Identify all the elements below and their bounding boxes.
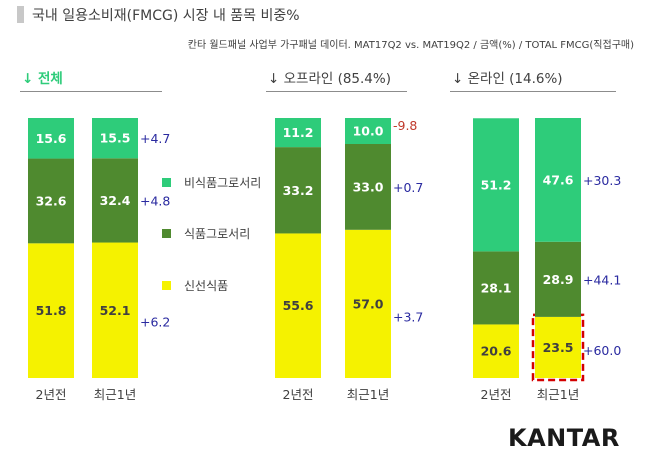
- chart-subtitle: 칸타 월드패널 사업부 가구패널 데이터. MAT17Q2 vs. MAT19Q…: [187, 40, 634, 51]
- bar-segment-fresh: [473, 324, 519, 378]
- bar-value-label: 32.6: [36, 193, 67, 208]
- bar-value-label: 11.2: [283, 125, 314, 140]
- bar-value-label: 28.1: [481, 280, 512, 295]
- bar-segment-non_food: [275, 118, 321, 148]
- change-label-non_food: +4.7: [140, 131, 170, 146]
- change-label-food: +4.8: [140, 193, 170, 208]
- bar-segment-fresh: [345, 229, 391, 378]
- group-divider-total: [20, 91, 162, 92]
- x-axis-tick-label: 최근1년: [537, 387, 579, 402]
- change-label-non_food: -9.8: [393, 118, 417, 133]
- bar-value-label: 52.1: [100, 303, 131, 318]
- group-divider-online: [450, 91, 616, 92]
- bar-segment-fresh: [92, 242, 138, 378]
- bar-value-label: 51.8: [36, 303, 67, 318]
- x-axis-tick-label: 최근1년: [94, 387, 136, 402]
- legend-label-food: 식품그로서리: [184, 227, 250, 241]
- bar-value-label: 33.0: [353, 179, 384, 194]
- bar-segment-food: [28, 158, 74, 244]
- group-header-total: ↓ 전체: [22, 71, 63, 87]
- bar-segment-non_food: [535, 118, 581, 242]
- bar-value-label: 23.5: [543, 340, 574, 355]
- bar-segment-non_food: [345, 118, 391, 144]
- page-title: 국내 일용소비재(FMCG) 시장 내 품목 비중%: [32, 8, 300, 24]
- bar-segment-fresh: [275, 233, 321, 378]
- bar-value-label: 55.6: [283, 298, 314, 313]
- x-axis-tick-label: 2년전: [283, 387, 314, 402]
- legend-label-fresh: 신선식품: [184, 279, 228, 293]
- bar-segment-non_food: [28, 118, 74, 159]
- legend-swatch-non_food: [162, 178, 171, 187]
- bar-value-label: 47.6: [543, 172, 574, 187]
- legend-swatch-fresh: [162, 281, 171, 290]
- bar-value-label: 10.0: [353, 124, 384, 139]
- bar-segment-food: [275, 147, 321, 234]
- bar-value-label: 15.6: [36, 131, 67, 146]
- change-label-fresh: +60.0: [583, 343, 621, 358]
- change-label-non_food: +30.3: [583, 173, 621, 188]
- legend-swatch-food: [162, 229, 171, 238]
- bar-segment-fresh: [28, 243, 74, 378]
- legend-label-non_food: 비식품그로서리: [184, 176, 261, 190]
- bar-segment-food: [92, 158, 138, 243]
- bar-value-label: 32.4: [100, 193, 131, 208]
- bar-segment-food: [473, 251, 519, 325]
- group-header-online: ↓ 온라인 (14.6%): [452, 71, 563, 87]
- group-divider-offline: [266, 91, 407, 92]
- bar-segment-food: [535, 241, 581, 317]
- change-label-fresh: +3.7: [393, 310, 423, 325]
- bar-value-label: 15.5: [100, 131, 131, 146]
- x-axis-tick-label: 2년전: [481, 387, 512, 402]
- change-label-food: +0.7: [393, 180, 423, 195]
- bar-value-label: 51.2: [481, 177, 512, 192]
- bar-segment-fresh: [535, 316, 581, 378]
- bar-value-label: 57.0: [353, 296, 384, 311]
- change-label-fresh: +6.2: [140, 315, 170, 330]
- bar-segment-food: [345, 144, 391, 230]
- title-accent-bar: [17, 6, 24, 23]
- bar-value-label: 33.2: [283, 183, 314, 198]
- bar-value-label: 28.9: [543, 272, 574, 287]
- change-label-food: +44.1: [583, 272, 621, 287]
- group-header-offline: ↓ 오프라인 (85.4%): [268, 71, 391, 87]
- bar-segment-non_food: [473, 118, 519, 252]
- x-axis-tick-label: 2년전: [36, 387, 67, 402]
- bar-segment-non_food: [92, 118, 138, 159]
- x-axis-tick-label: 최근1년: [347, 387, 389, 402]
- bar-value-label: 20.6: [481, 344, 512, 359]
- kantar-logo: KANTAR: [508, 424, 620, 452]
